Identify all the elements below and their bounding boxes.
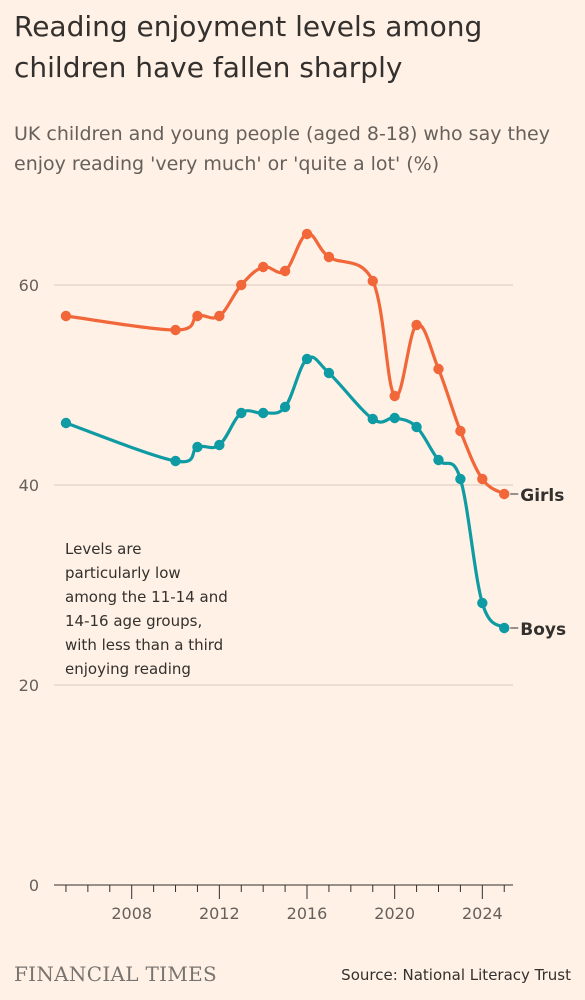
series-line-boys [64,355,506,630]
point-boys-2020 [389,412,400,424]
point-boys-2017 [323,367,335,379]
point-boys-2011 [192,441,203,453]
y-tick-label-60: 60 [19,276,39,295]
series-label-girls: Girls [520,486,564,506]
point-girls-2015 [279,265,291,277]
point-girls-2005 [60,310,72,322]
point-girls-2013 [236,279,247,291]
annotation-line-4: 14-16 age groups, [65,612,202,630]
point-girls-2016 [301,228,313,240]
point-girls-2023 [455,425,466,437]
annotation-line-5: with less than a third [65,636,223,654]
x-tick-label-2012: 2012 [199,904,240,923]
chart-title: Reading enjoyment levels among children … [14,10,483,84]
point-boys-2016 [301,353,313,365]
point-girls-2020 [389,390,400,402]
point-boys-2013 [236,407,247,419]
point-boys-2025 [499,622,510,634]
point-boys-2005 [60,417,72,429]
x-tick-label-2024: 2024 [462,904,503,923]
point-girls-2017 [323,251,335,263]
chart-subtitle: UK children and young people (aged 8-18)… [14,123,550,175]
annotation-line-2: particularly low [65,564,181,582]
point-boys-2010 [170,455,181,467]
series-label-boys: Boys [520,620,566,640]
annotation-line-1: Levels are [65,540,141,558]
point-girls-2025 [499,488,510,500]
point-boys-2015 [279,401,291,413]
point-boys-2021 [411,421,422,433]
ft-logo: FINANCIAL TIMES [14,962,218,986]
x-tick-label-2016: 2016 [287,904,328,923]
point-girls-2011 [192,310,203,322]
point-boys-2022 [433,454,444,466]
annotation-line-3: among the 11-14 and [65,588,228,606]
y-tick-label-0: 0 [29,876,39,895]
x-tick-label-2008: 2008 [111,904,152,923]
point-girls-2010 [170,324,181,336]
point-boys-2014 [257,407,269,419]
point-boys-2024 [477,597,488,609]
point-girls-2012 [214,310,225,322]
source-note: Source: National Literacy Trust [341,966,571,984]
point-boys-2019 [367,413,378,425]
point-girls-2024 [477,473,488,485]
point-girls-2019 [367,275,378,287]
point-girls-2021 [411,319,422,331]
y-tick-label-20: 20 [19,676,39,695]
x-tick-label-2020: 2020 [374,904,415,923]
point-girls-2014 [257,261,269,273]
point-boys-2023 [455,473,466,485]
series-line-girls [64,232,506,496]
annotation-line-6: enjoying reading [65,660,191,678]
point-girls-2022 [433,363,444,375]
point-boys-2012 [214,439,225,451]
y-tick-label-40: 40 [19,476,39,495]
